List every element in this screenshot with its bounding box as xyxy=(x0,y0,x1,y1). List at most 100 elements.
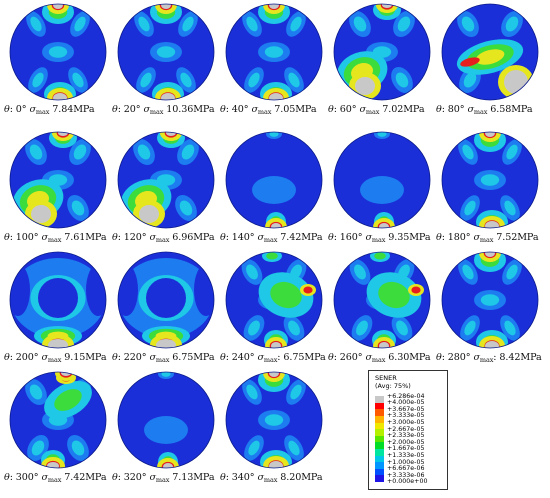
sigma-subscript: max xyxy=(263,236,278,244)
theta-symbol: θ xyxy=(112,472,118,483)
caption-colon: : xyxy=(117,352,121,363)
legend-level-label: +0.000e+00 xyxy=(387,478,428,486)
sigma-subscript: max xyxy=(479,356,494,364)
legend-level-label: +3.333e-06 xyxy=(387,471,425,479)
sigma-max-value: 6.30MPa xyxy=(385,352,431,363)
contour-panel: θ: 40° σmax 7.05MPa xyxy=(220,2,328,122)
legend-swatch xyxy=(375,442,384,450)
sigma-symbol: σ xyxy=(359,104,366,115)
theta-value: 260° xyxy=(336,352,366,363)
legend-level-label: +3.000e-05 xyxy=(387,418,425,426)
legend-entry: +6.286e-04 xyxy=(375,393,445,403)
legend-swatch xyxy=(375,462,384,469)
caption-colon: : xyxy=(9,104,13,115)
caption-colon: : xyxy=(277,352,281,363)
panel-caption: θ: 40° σmax 7.05MPa xyxy=(220,104,332,116)
legend-swatch xyxy=(375,475,384,483)
legend-entry: +3.667e-05 xyxy=(375,405,445,417)
theta-symbol: θ xyxy=(436,352,442,363)
sigma-symbol: σ xyxy=(473,352,480,363)
sigma-max-value: 7.84MPa xyxy=(49,104,95,115)
theta-value: 180° xyxy=(444,232,474,243)
panel-caption: θ: 20° σmax 10.36MPa xyxy=(112,104,224,116)
panel-caption: θ: 340° σmax 8.20MPa xyxy=(220,472,332,484)
caption-colon: : xyxy=(333,352,337,363)
theta-symbol: θ xyxy=(220,104,226,115)
contour-disk xyxy=(9,251,107,349)
contour-panel: θ: 340° σmax 8.20MPa xyxy=(220,370,328,490)
sigma-max-value: 7.42MPa xyxy=(61,472,107,483)
legend-title: SENER xyxy=(375,374,397,382)
legend-swatch xyxy=(375,435,384,443)
legend-level-label: +1.667e-05 xyxy=(387,445,425,453)
legend-level-label: +1.333e-05 xyxy=(387,451,425,459)
theta-value: 200° xyxy=(12,352,42,363)
contour-disk xyxy=(333,251,431,349)
contour-panel: θ: 200° σmax 9.15MPa xyxy=(4,250,112,370)
panel-caption: θ: 200° σmax 9.15MPa xyxy=(4,352,116,364)
theta-value: 40° xyxy=(228,104,252,115)
theta-symbol: θ xyxy=(328,352,334,363)
contour-panel: θ: 220° σmax 6.75MPa xyxy=(112,250,220,370)
theta-symbol: θ xyxy=(436,232,442,243)
legend-subtitle: (Avg: 75%) xyxy=(375,382,411,390)
sigma-max-value: 7.02MPa xyxy=(379,104,425,115)
contour-disk xyxy=(225,251,323,349)
sigma-max-value: 8.20MPa xyxy=(277,472,323,483)
legend-level-label: +2.000e-05 xyxy=(387,438,425,446)
legend-swatch xyxy=(375,402,384,410)
contour-disk xyxy=(117,251,215,349)
legend-level-label: +3.667e-05 xyxy=(387,405,425,413)
legend-swatch xyxy=(375,455,384,463)
theta-value: 160° xyxy=(336,232,366,243)
sigma-subscript: max xyxy=(149,108,164,116)
theta-value: 60° xyxy=(336,104,360,115)
caption-colon: : xyxy=(493,352,497,363)
theta-symbol: θ xyxy=(328,232,334,243)
sigma-max-value: 9.15MPa xyxy=(61,352,107,363)
sigma-subscript: max xyxy=(155,356,170,364)
theta-value: 100° xyxy=(12,232,42,243)
sigma-subscript: max xyxy=(371,236,386,244)
legend-entry: +1.333e-05 xyxy=(375,451,445,463)
sigma-max-value: 9.35MPa xyxy=(385,232,431,243)
legend-entry: +2.667e-05 xyxy=(375,426,445,436)
sigma-symbol: σ xyxy=(257,352,264,363)
sigma-subscript: max xyxy=(365,108,380,116)
contour-disk xyxy=(117,3,215,101)
sigma-max-value: 7.42MPa xyxy=(277,232,323,243)
sigma-symbol: σ xyxy=(365,352,372,363)
theta-value: 120° xyxy=(120,232,150,243)
theta-symbol: θ xyxy=(436,104,442,115)
theta-value: 240° xyxy=(228,352,258,363)
sener-legend: SENER (Avg: 75%) +6.286e-04 +4.000e-05 +3.… xyxy=(368,370,448,490)
sigma-subscript: max xyxy=(35,108,50,116)
contour-panel: θ: 80° σmax 6.58MPa xyxy=(436,2,544,122)
caption-colon: : xyxy=(9,352,13,363)
legend-entry: +3.333e-05 xyxy=(375,412,445,423)
contour-disk xyxy=(225,3,323,101)
panel-caption: θ: 120° σmax 6.96MPa xyxy=(112,232,224,244)
caption-colon: : xyxy=(333,232,337,243)
legend-entry: +3.000e-05 xyxy=(375,418,445,430)
contour-panel: θ: 20° σmax 10.36MPa xyxy=(112,2,220,122)
caption-colon: : xyxy=(9,232,13,243)
panel-caption: θ: 320° σmax 7.13MPa xyxy=(112,472,224,484)
contour-disk xyxy=(9,131,107,229)
sigma-symbol: σ xyxy=(473,232,480,243)
contour-disk xyxy=(441,131,539,229)
contour-disk xyxy=(441,3,539,101)
sigma-max-value: 6.75MPa xyxy=(280,352,326,363)
legend-entry: +0.000e+00 xyxy=(375,478,445,486)
legend-swatch xyxy=(375,416,384,423)
sigma-symbol: σ xyxy=(149,232,156,243)
contour-disk xyxy=(9,3,107,101)
panel-caption: θ: 80° σmax 6.58MPa xyxy=(436,104,548,116)
contour-disk xyxy=(225,371,323,469)
sigma-max-value: 7.05MPa xyxy=(271,104,317,115)
contour-panel: θ: 280° σmax: 8.42MPa xyxy=(436,250,544,370)
contour-panel: θ: 160° σmax 9.35MPa xyxy=(328,130,436,250)
legend-swatch xyxy=(375,449,384,456)
panel-caption: θ: 300° σmax 7.42MPa xyxy=(4,472,116,484)
